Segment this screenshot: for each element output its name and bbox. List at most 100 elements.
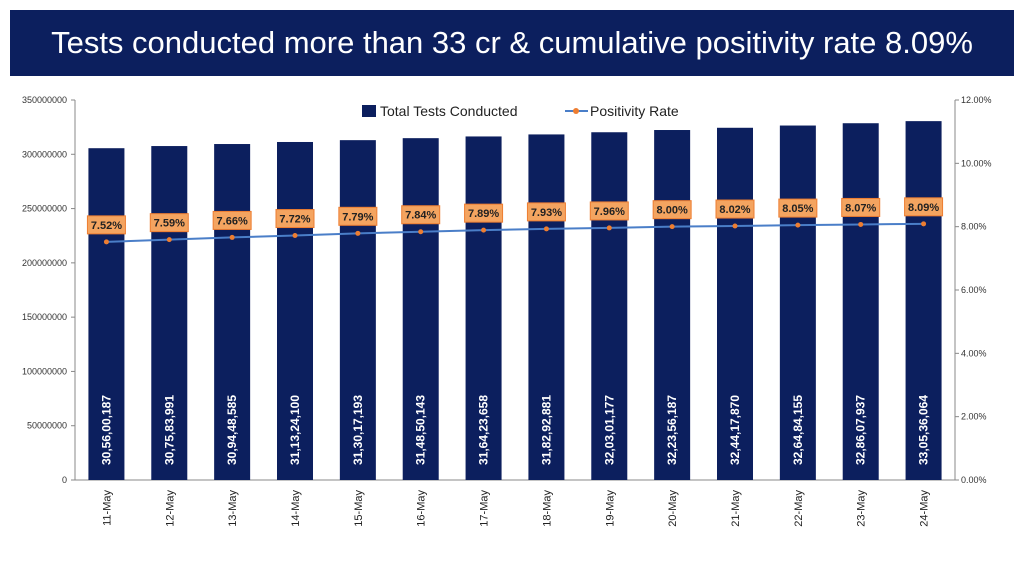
positivity-label-box: [904, 197, 944, 217]
positivity-data-label: 8.00%: [657, 205, 688, 217]
positivity-label-box: [401, 205, 441, 225]
bar-data-label: 32,64,84,155: [791, 395, 805, 465]
positivity-data-label: 7.93%: [531, 207, 562, 219]
left-tick-label: 100000000: [22, 366, 67, 376]
right-tick-label: 0.00%: [961, 475, 987, 485]
positivity-line: [106, 222, 924, 243]
bar-data-label: 30,75,83,991: [162, 395, 176, 465]
bar-data-label: 31,48,50,143: [414, 395, 428, 465]
bar: [528, 134, 565, 480]
positivity-data-label: 8.05%: [782, 203, 813, 215]
bar-data-label: 31,82,92,881: [539, 395, 553, 465]
x-tick-label: 13-May: [227, 490, 239, 527]
x-tick-label: 19-May: [604, 490, 616, 527]
x-tick-label: 21-May: [730, 490, 742, 527]
positivity-data-label: 7.79%: [342, 211, 373, 223]
positivity-marker: [669, 224, 675, 230]
positivity-label-box: [652, 200, 692, 220]
legend-label-tests: Total Tests Conducted: [380, 103, 518, 119]
bar: [654, 130, 691, 480]
x-tick-label: 17-May: [479, 490, 491, 527]
positivity-label-box: [589, 201, 629, 221]
positivity-data-label: 7.96%: [594, 206, 625, 218]
bar: [717, 127, 753, 480]
x-tick-label: 23-May: [856, 490, 868, 527]
positivity-marker: [418, 229, 424, 235]
bar: [905, 121, 942, 481]
x-tick-label: 24-May: [919, 490, 931, 527]
positivity-data-label: 7.52%: [91, 220, 122, 232]
x-tick-label: 22-May: [793, 490, 805, 527]
positivity-label-box: [715, 199, 755, 219]
left-tick-label: 50000000: [27, 421, 67, 431]
bar-data-label: 32,03,01,177: [602, 395, 616, 465]
positivity-marker: [103, 239, 109, 245]
right-tick-label: 8.00%: [961, 222, 987, 232]
bar: [842, 123, 879, 480]
left-tick-label: 250000000: [22, 204, 67, 214]
positivity-label-box: [526, 202, 566, 222]
bar-data-label: 32,23,56,187: [665, 395, 679, 465]
right-tick-label: 4.00%: [961, 348, 987, 358]
left-tick-label: 200000000: [22, 258, 67, 268]
right-tick-label: 6.00%: [961, 285, 987, 295]
positivity-data-label: 8.07%: [845, 202, 876, 214]
x-tick-label: 16-May: [416, 490, 428, 527]
bar: [88, 148, 125, 480]
positivity-marker: [355, 230, 361, 236]
bar-data-label: 31,30,17,193: [351, 395, 365, 465]
left-tick-label: 150000000: [22, 312, 67, 322]
positivity-marker: [795, 222, 801, 228]
left-tick-label: 0: [62, 475, 67, 485]
chart-title: Tests conducted more than 33 cr & cumula…: [10, 10, 1014, 76]
positivity-data-label: 8.09%: [908, 202, 939, 214]
x-tick-label: 14-May: [290, 490, 302, 527]
legend-marker-swatch: [573, 108, 579, 114]
bar: [151, 146, 188, 480]
right-tick-label: 10.00%: [961, 158, 992, 168]
bar: [402, 138, 439, 480]
left-tick-label: 300000000: [22, 149, 67, 159]
positivity-marker: [481, 227, 487, 233]
bar-data-label: 31,13,24,100: [288, 395, 302, 465]
positivity-label-box: [86, 215, 126, 235]
positivity-label-box: [275, 209, 315, 229]
positivity-data-label: 8.02%: [719, 204, 750, 216]
positivity-data-label: 7.59%: [154, 218, 185, 230]
right-tick-label: 12.00%: [961, 95, 992, 105]
bar: [339, 140, 376, 480]
positivity-marker: [858, 221, 864, 227]
legend-label-positivity: Positivity Rate: [590, 103, 679, 119]
positivity-label-box: [841, 197, 881, 217]
right-tick-label: 2.00%: [961, 412, 987, 422]
positivity-data-label: 7.72%: [279, 214, 310, 226]
bar-data-label: 32,86,07,937: [854, 395, 868, 465]
x-tick-label: 12-May: [164, 490, 176, 527]
bar-data-label: 32,44,17,870: [728, 395, 742, 465]
positivity-label-box: [778, 198, 818, 218]
bar: [779, 125, 816, 480]
bar: [465, 136, 502, 480]
positivity-label-box: [338, 206, 378, 226]
positivity-marker: [229, 234, 235, 240]
bar: [214, 144, 251, 480]
legend-bar-swatch: [362, 105, 376, 117]
x-tick-label: 11-May: [101, 490, 113, 526]
positivity-marker: [292, 233, 298, 239]
x-tick-label: 15-May: [353, 490, 365, 527]
positivity-marker: [166, 237, 172, 243]
bar-data-label: 30,56,00,187: [99, 395, 113, 465]
positivity-label-box: [212, 210, 252, 230]
bar-data-label: 30,94,48,585: [225, 395, 239, 465]
positivity-marker: [543, 226, 549, 232]
positivity-marker: [921, 221, 927, 227]
positivity-marker: [606, 225, 612, 231]
bar: [591, 132, 628, 480]
bar-data-label: 33,05,36,064: [917, 395, 931, 465]
positivity-label-box: [464, 203, 504, 223]
positivity-data-label: 7.66%: [217, 215, 248, 227]
bar: [277, 141, 313, 481]
x-tick-label: 20-May: [667, 490, 679, 527]
positivity-data-label: 7.89%: [468, 208, 499, 220]
